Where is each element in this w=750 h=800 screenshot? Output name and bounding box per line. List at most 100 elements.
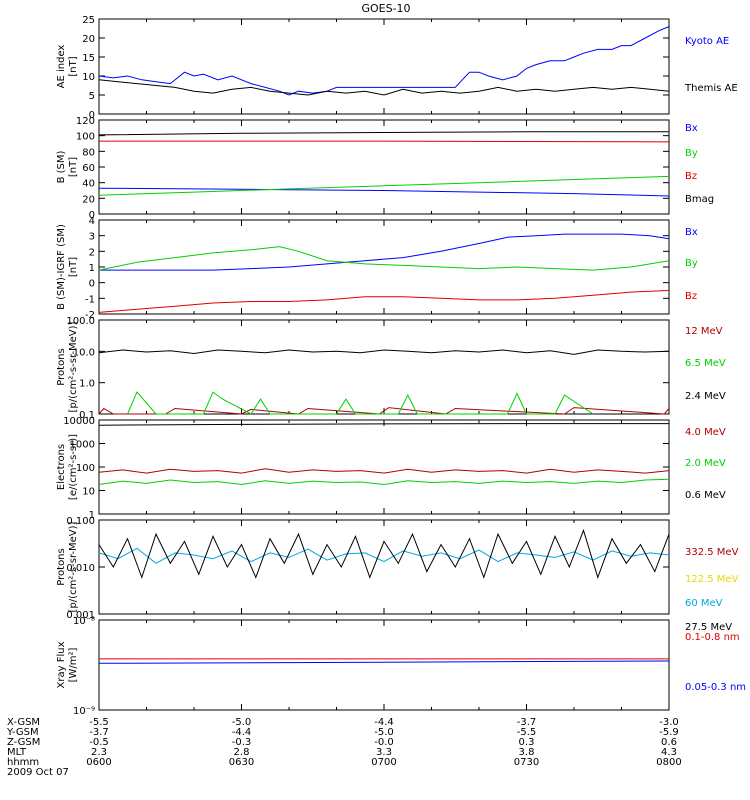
panel-1: 0 5 10 15 20 25 AE index [nT] Kyoto AE Themis AE xyxy=(56,15,738,121)
orbit-value: -3.7 xyxy=(89,727,109,738)
orbit-value: 2.3 xyxy=(91,747,107,758)
y-tick-label: 10.0 xyxy=(73,347,95,358)
y-tick-label: 0.100 xyxy=(66,516,95,527)
panel-frame xyxy=(98,18,670,115)
y-axis-unit: [e/(cm²-s-sr)] xyxy=(68,434,79,500)
y-tick-label: 100 xyxy=(76,132,95,143)
legend-entry: Bz xyxy=(685,171,697,182)
legend-entry: By xyxy=(685,148,698,159)
y-axis-label: Protons xyxy=(56,348,67,385)
legend-entry: Themis AE xyxy=(684,83,738,94)
y-axis-unit: [nT] xyxy=(68,56,79,76)
orbit-value: -4.4 xyxy=(374,717,394,728)
y-axis-unit: [nT] xyxy=(68,157,79,177)
y-axis-unit: [p/(cm²-s-sr-MeV)] xyxy=(68,321,79,412)
legend-entry: Kyoto AE xyxy=(685,36,729,47)
panel-frame xyxy=(98,519,670,615)
series-12-mev xyxy=(98,407,670,415)
y-tick-label: 40 xyxy=(82,179,95,190)
orbit-value: -3.0 xyxy=(659,717,679,728)
y-tick-label: 0.1 xyxy=(79,410,95,421)
series-60-mev xyxy=(98,547,670,564)
legend-entry: By xyxy=(685,258,698,269)
y-axis-label: AE index xyxy=(56,45,67,89)
series-0-05-0-3-nm xyxy=(98,660,670,664)
legend-entry: 12 MeV xyxy=(685,326,723,337)
y-tick-label: 20 xyxy=(82,194,95,205)
series-0-6-mev xyxy=(98,423,669,426)
series-by xyxy=(98,175,670,196)
y-tick-label: 10000 xyxy=(63,416,95,427)
orbit-value: 2.8 xyxy=(234,747,250,758)
legend-entry: 122.5 MeV xyxy=(685,574,739,585)
y-tick-label: 10⁻⁸ xyxy=(73,616,95,627)
orbit-value: 4.3 xyxy=(661,747,677,758)
y-tick-label: 4 xyxy=(89,216,95,227)
y-axis-unit: [W/m²] xyxy=(68,647,79,682)
y-tick-label: 2 xyxy=(89,247,95,258)
series-4-0-mev xyxy=(98,468,670,474)
y-tick-label: 3 xyxy=(89,232,95,243)
panel-4: 0.1 1.0 10.0 100.0 Protons [p/(cm²-s-sr-MeV)]… xyxy=(56,316,726,421)
orbit-row-label: Z-GSM xyxy=(7,737,40,748)
orbit-value: -0.0 xyxy=(374,737,394,748)
orbit-row-label: X-GSM xyxy=(7,717,40,728)
y-tick-label: 0 xyxy=(89,210,95,221)
orbit-value: 0630 xyxy=(229,757,254,768)
panel-2: 0 20 40 60 80 100 120 B (SM) [nT] Bx By Bz Bmag xyxy=(56,116,714,221)
series-bx xyxy=(99,233,670,271)
legend-entry: 2.4 MeV xyxy=(685,391,726,402)
y-axis-unit: [nT] xyxy=(68,257,79,277)
legend-entry: 2.0 MeV xyxy=(685,458,726,469)
orbit-value: -5.5 xyxy=(517,727,537,738)
legend-entry: Bz xyxy=(685,291,697,302)
orbit-value: -3.7 xyxy=(517,717,537,728)
panel-6: 0.001 0.010 0.100 Protons [p/(cm²-s-sr-MeV)]… xyxy=(56,516,739,633)
orbit-value: -0.5 xyxy=(89,737,109,748)
orbit-value: -5.9 xyxy=(659,727,679,738)
y-tick-label: 1000 xyxy=(70,440,95,451)
y-tick-label: -2 xyxy=(85,310,95,321)
y-tick-label: 1 xyxy=(89,263,95,274)
panel-5: 1 10 100 1000 10000 Electrons [e/(cm²-s-sr)] 4.… xyxy=(56,416,726,521)
y-tick-label: 0 xyxy=(89,279,95,290)
orbit-value: 0800 xyxy=(656,757,681,768)
y-tick-label: 80 xyxy=(82,147,95,158)
y-tick-label: 100.0 xyxy=(66,316,95,327)
orbit-value: 0600 xyxy=(86,757,111,768)
orbit-value: 0.3 xyxy=(519,737,535,748)
legend-entry: 60 MeV xyxy=(685,598,723,609)
y-tick-label: 10 xyxy=(82,487,95,498)
y-axis-label: B (SM)-IGRF (SM) xyxy=(56,224,67,310)
panel-frame xyxy=(98,319,670,415)
legend-entry: Bx xyxy=(685,227,698,238)
date-label: 2009 Oct 07 xyxy=(7,767,69,778)
series-themis-ae xyxy=(98,79,670,96)
legend-entry: 0.1-0.8 nm xyxy=(685,632,740,643)
orbit-row-label: Y-GSM xyxy=(6,727,39,738)
orbit-value: 0700 xyxy=(371,757,396,768)
y-axis-unit: [p/(cm²-s-sr-MeV)] xyxy=(68,521,79,612)
legend-entry: 332.5 MeV xyxy=(685,547,739,558)
panel-frame xyxy=(98,419,670,515)
y-tick-label: 60 xyxy=(82,163,95,174)
orbit-value: -5.0 xyxy=(232,717,252,728)
y-tick-label: 120 xyxy=(76,116,95,127)
panel-3: -2 -1 0 1 2 3 4 B (SM)-IGRF (SM) [nT] Bx By Bz xyxy=(56,216,698,321)
orbit-value: -4.4 xyxy=(232,727,252,738)
series-2-4-mev xyxy=(98,349,670,355)
series-bx xyxy=(98,187,670,197)
series-27-5-mev xyxy=(98,528,670,579)
orbit-value: 0730 xyxy=(514,757,539,768)
y-tick-label: 20 xyxy=(82,34,95,45)
panel-7: 10⁻⁹ 10⁻⁸ Xray Flux [W/m²] 0.1-0.8 nm 0.05-0.… xyxy=(56,616,746,717)
y-tick-label: 15 xyxy=(82,53,95,64)
y-tick-label: 0 xyxy=(89,110,95,121)
orbit-value: -5.5 xyxy=(89,717,109,728)
legend-entry: 4.0 MeV xyxy=(685,427,726,438)
series-bmag xyxy=(98,131,669,136)
orbit-value: 3.8 xyxy=(519,747,535,758)
orbit-value: 3.3 xyxy=(376,747,392,758)
series-6-5-mev xyxy=(127,391,594,415)
y-axis-label: Xray Flux xyxy=(56,641,67,688)
